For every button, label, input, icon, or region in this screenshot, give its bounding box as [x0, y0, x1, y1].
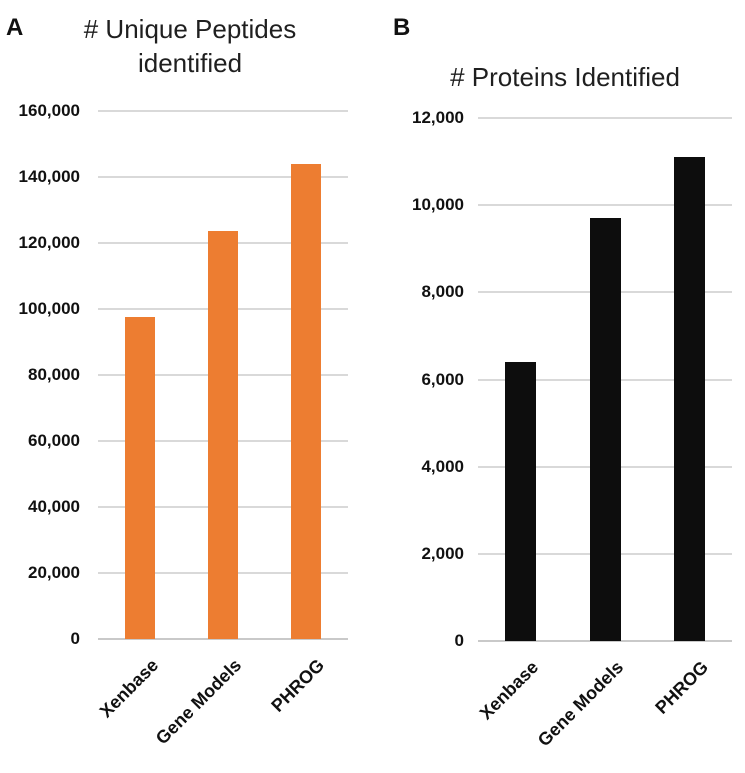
y-tick-label: 40,000	[28, 497, 80, 516]
x-category-label: Xenbase	[475, 657, 543, 724]
y-tick-label: 4,000	[421, 457, 464, 476]
bar-xenbase	[125, 317, 155, 639]
y-tick-label: 0	[454, 631, 464, 650]
bar-phrog	[291, 164, 321, 639]
y-tick-label: 12,000	[412, 108, 464, 127]
y-tick-label: 8,000	[421, 282, 464, 301]
panel-a-label: A	[6, 14, 24, 41]
y-tick-label: 10,000	[412, 195, 464, 214]
y-gridline	[478, 204, 732, 206]
x-axis-line	[478, 640, 732, 642]
bar-gene-models	[590, 218, 621, 641]
panel-b-label: B	[393, 14, 411, 41]
y-tick-label: 0	[70, 629, 80, 648]
x-category-label: PHROG	[651, 657, 713, 718]
y-gridline	[98, 110, 348, 112]
y-tick-label: 2,000	[421, 544, 464, 563]
x-category-label: Gene Models	[533, 657, 628, 751]
y-tick-label: 160,000	[18, 101, 80, 120]
panel-a-title: # Unique Peptides identified	[83, 14, 297, 78]
bar-xenbase	[505, 362, 536, 641]
y-tick-label: 20,000	[28, 563, 80, 582]
y-tick-label: 120,000	[18, 233, 80, 252]
y-gridline	[478, 117, 732, 119]
y-gridline	[98, 176, 348, 178]
y-tick-label: 6,000	[421, 370, 464, 389]
y-tick-label: 60,000	[28, 431, 80, 450]
y-tick-label: 140,000	[18, 167, 80, 186]
y-tick-label: 100,000	[18, 299, 80, 318]
bar-phrog	[674, 157, 705, 641]
x-axis-line	[98, 638, 348, 640]
bar-gene-models	[208, 231, 238, 639]
y-tick-label: 80,000	[28, 365, 80, 384]
panel-b-title: # Proteins Identified	[450, 62, 680, 92]
